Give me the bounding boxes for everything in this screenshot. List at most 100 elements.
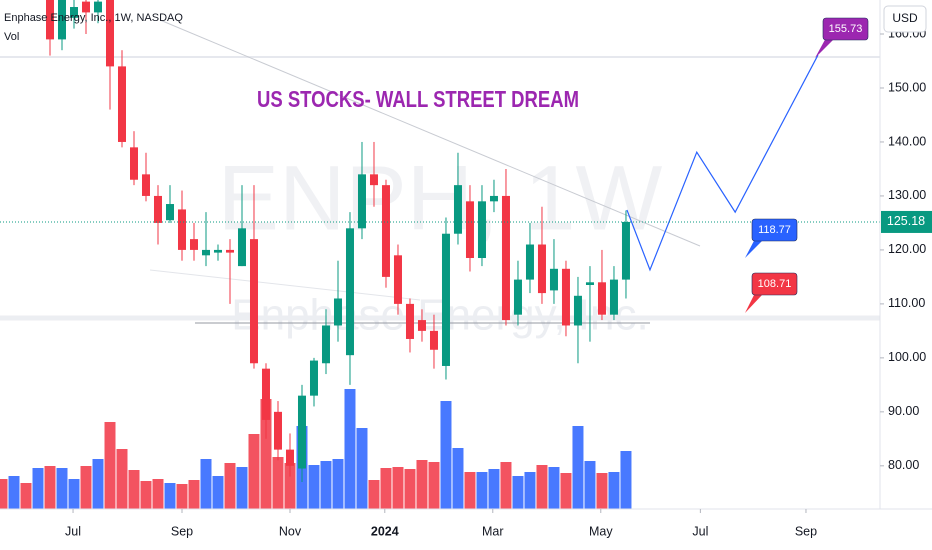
volume-bar [140,481,152,509]
y-tick-label: 130.00 [888,188,926,202]
volume-bar [404,469,416,509]
candle-body [597,282,606,315]
volume-bar [56,468,68,509]
volume-bar [584,461,596,509]
volume-bar [524,472,536,509]
candle-body [177,209,186,250]
volume-bar [128,470,140,509]
candle-body [81,1,90,13]
volume-legend: Vol [4,31,19,43]
candle-body [249,239,258,364]
candle-body [70,7,79,18]
overlay: Enphase Energy, Inc., 1W, NASDAQ Vol US … [4,5,932,313]
currency-button[interactable] [883,5,927,33]
trend-line [149,269,421,301]
watermark-name: Enphase Energy, Inc. [231,291,648,340]
candle-body [237,228,246,267]
callout-pointer [745,291,762,313]
candle-body [129,147,138,180]
volume-bar [620,451,632,509]
watermark-symbol: ENPH, 1W [218,147,663,249]
volume-bar [464,472,476,509]
callout-label: 118.77 [758,224,791,236]
candle-body [117,66,126,142]
callout-box [751,272,798,296]
volume-bar [236,467,248,509]
volume-bar [608,472,620,509]
volume-bar [308,465,320,509]
headline: US STOCKS- WALL STREET DREAM [257,86,579,112]
volume-bar [92,459,104,509]
candle-body [46,0,55,40]
candle-body [537,244,546,294]
candle-body [321,325,330,364]
forecast-line [626,54,819,272]
volume-layer [0,389,632,509]
callout-label: 108.71 [758,278,792,290]
volume-bar [260,399,272,509]
y-tick-label: 150.00 [888,80,926,94]
callout-pointer [815,36,833,58]
currency-label[interactable]: USD [892,11,918,25]
volume-bar [416,460,428,509]
volume-bar [344,389,356,509]
volume-bar [596,473,608,509]
volume-bar [152,479,164,509]
volume-bar [332,459,344,509]
volume-bar [548,467,560,509]
candle-body [273,411,282,450]
volume-bar [188,480,200,509]
candle-body [453,185,462,234]
volume-bar [536,465,548,509]
y-tick-label: 140.00 [888,134,926,148]
candle-body [58,0,67,40]
volume-bar [272,457,284,509]
trend-line [159,19,701,247]
volume-bar [500,462,512,509]
candle-body [345,228,354,356]
callout-label: 155.73 [829,23,863,35]
candle-body [201,249,210,256]
volume-bar [200,459,212,509]
candle-body [561,268,570,326]
volume-bar [0,479,8,509]
x-tick-label: 2024 [371,524,399,538]
candle-body [213,249,222,253]
volume-bar [428,462,440,509]
volume-bar [512,476,524,509]
volume-bar [380,468,392,509]
candle-body [489,195,498,202]
candle-body [225,249,234,253]
callout-box [822,17,869,41]
x-tick-label: Sep [795,524,817,538]
volume-bar [212,476,224,509]
volume-bar [164,483,176,509]
candle-body [297,395,306,469]
x-tick-label: Jul [65,524,81,538]
candle-body [141,174,150,196]
volume-bar [320,461,332,509]
candle-body [609,279,618,315]
candle-body [381,185,390,277]
x-tick-label: Jul [692,524,708,538]
last-price-box [881,210,932,233]
candle-body [357,174,366,229]
candle-body [393,255,402,304]
candle-body [165,204,174,221]
y-tick-label: 90.00 [888,404,919,418]
candle-body [153,195,162,223]
volume-bar [368,480,380,509]
candle-body [429,330,438,350]
volume-bar [80,466,92,509]
plot-area [0,0,880,509]
candle-body [513,279,522,315]
candle-body [93,1,102,13]
callout-pointer [745,237,762,258]
watermark: ENPH, 1W Enphase Energy, Inc. [218,147,663,339]
candle-layer [46,0,630,483]
volume-bar [284,463,296,509]
x-tick-label: Sep [171,524,193,538]
candle-body [333,298,342,326]
last-price-label: 125.18 [887,214,925,228]
